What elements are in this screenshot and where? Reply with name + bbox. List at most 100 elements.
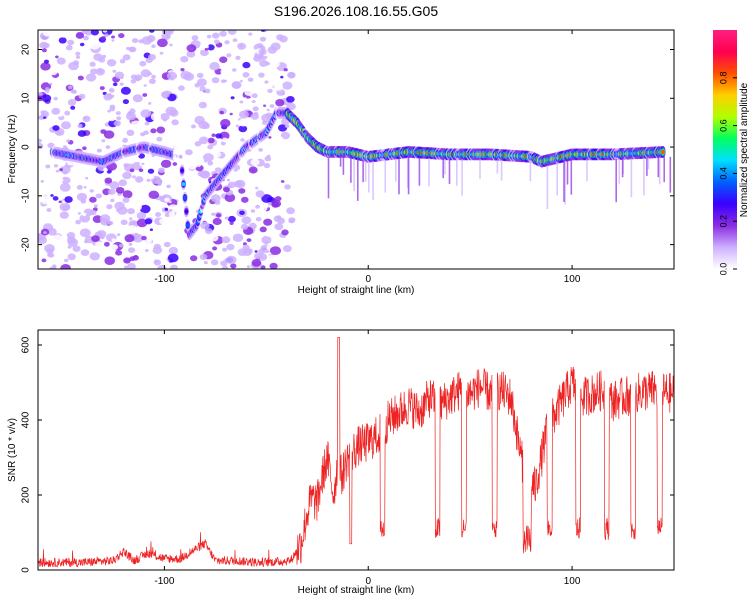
noise-blob (187, 102, 197, 111)
ridge-streak (663, 156, 665, 183)
noise-blob (132, 255, 139, 261)
noise-blob (144, 232, 155, 242)
y-tick-label: 0 (21, 567, 32, 573)
ridge-streak (407, 157, 410, 195)
noise-blob (661, 39, 666, 42)
noise-blob (226, 178, 231, 182)
y-tick-label: -10 (21, 188, 32, 203)
noise-blob (161, 30, 172, 35)
noise-blob (77, 83, 84, 89)
noise-blob (242, 61, 251, 69)
noise-blob (156, 126, 166, 134)
noise-blob (59, 211, 69, 219)
ridge-streak (362, 160, 364, 183)
noise-blob (208, 113, 213, 118)
noise-blob (89, 61, 96, 67)
noise-blob (162, 187, 172, 195)
noise-blob (623, 42, 629, 47)
noise-blob (411, 75, 418, 80)
noise-blob (64, 110, 71, 116)
x-tick-label: 0 (365, 274, 371, 285)
noise-blob (222, 247, 228, 252)
noise-blob (254, 250, 258, 253)
noise-blob (56, 130, 61, 135)
noise-blob (106, 204, 113, 210)
noise-blob (92, 215, 103, 224)
noise-blob (52, 196, 59, 201)
noise-blob (126, 46, 131, 51)
noise-blob (458, 240, 463, 244)
noise-blob (132, 175, 136, 179)
noise-blob (281, 229, 289, 236)
noise-blob (238, 188, 246, 194)
ridge-streak (556, 163, 558, 196)
noise-blob (190, 255, 198, 262)
noise-blob (107, 114, 116, 122)
ridge-streak (339, 156, 342, 167)
noise-blob (199, 170, 210, 179)
noise-blob (207, 137, 215, 144)
noise-blob (655, 69, 661, 73)
noise-blob (196, 78, 207, 87)
noise-blob (261, 235, 272, 245)
noise-blob (59, 183, 71, 192)
noise-blob (220, 68, 230, 76)
noise-blob (646, 233, 653, 237)
noise-blob (238, 110, 249, 119)
ridge-streak (444, 158, 446, 175)
noise-blob (89, 40, 101, 50)
noise-blob (255, 217, 262, 222)
noise-blob (444, 124, 447, 127)
noise-blob (170, 264, 178, 269)
noise-blob (129, 168, 135, 173)
noise-blob (96, 230, 107, 239)
noise-blob (52, 44, 63, 53)
noise-blob (221, 236, 231, 244)
noise-blob (348, 95, 353, 99)
noise-blob (159, 51, 164, 55)
noise-blob (118, 33, 125, 39)
noise-blob (191, 35, 199, 41)
noise-blob (119, 58, 126, 64)
noise-blob (160, 102, 170, 110)
noise-blob (72, 89, 77, 94)
noise-blob (85, 177, 89, 180)
noise-blob (115, 250, 123, 256)
noise-blob (41, 48, 47, 53)
noise-blob (111, 39, 115, 42)
ridge-streak (566, 160, 569, 185)
noise-blob (238, 118, 249, 127)
noise-blob (50, 41, 55, 45)
noise-blob (109, 104, 116, 110)
noise-blob (91, 235, 100, 243)
noise-blob (146, 178, 151, 182)
noise-blob (44, 59, 49, 64)
noise-blob (38, 152, 43, 159)
noise-blob (263, 218, 273, 226)
noise-blob (207, 144, 214, 150)
ridge-core (183, 195, 187, 200)
noise-blob (207, 265, 216, 269)
snr-series (38, 337, 674, 568)
noise-blob (235, 124, 240, 128)
noise-blob (131, 38, 139, 44)
noise-blob (508, 84, 513, 87)
noise-blob (143, 84, 147, 87)
ridge-streak (546, 165, 549, 209)
noise-blob (446, 37, 449, 40)
noise-blob (39, 110, 49, 119)
noise-blob (616, 255, 621, 258)
colorbar-gradient (713, 30, 737, 269)
noise-blob (221, 79, 226, 83)
noise-blob (89, 196, 97, 203)
noise-blob (608, 255, 613, 259)
noise-blob (141, 262, 147, 267)
colorbar-tick-label: 0.2 (718, 215, 728, 228)
noise-blob (265, 231, 273, 238)
noise-blob (237, 42, 247, 50)
noise-blob (211, 77, 220, 84)
noise-blob (252, 106, 259, 112)
noise-blob (89, 189, 94, 193)
noise-blob (60, 264, 71, 269)
noise-blob (227, 30, 237, 35)
